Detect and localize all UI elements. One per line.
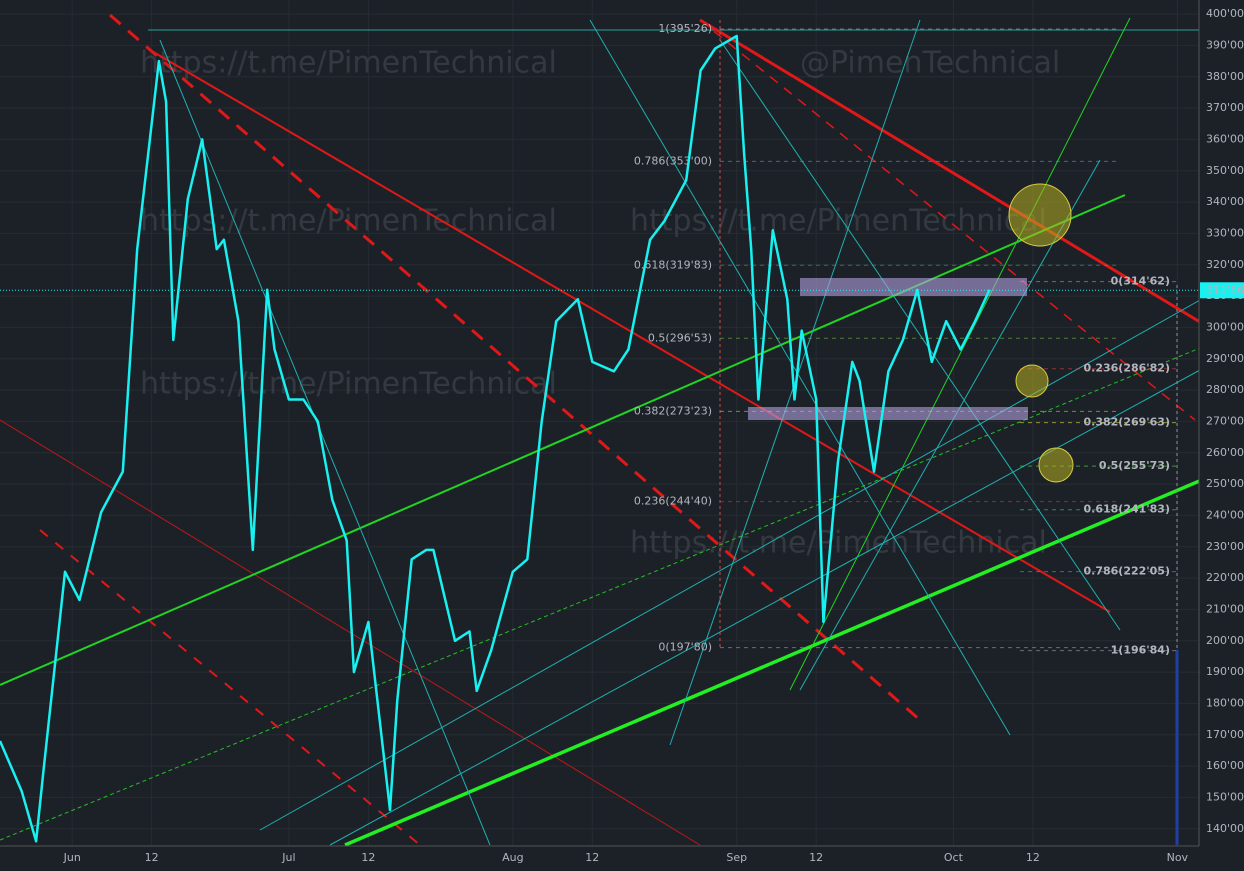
trend-line xyxy=(589,19,1011,736)
y-tick-label: 200'00 xyxy=(1206,634,1244,647)
fib-label: 1(395'26) xyxy=(658,22,712,35)
x-tick-label: Jun xyxy=(63,851,81,864)
y-tick-label: 320'00 xyxy=(1206,258,1244,271)
y-tick-label: 350'00 xyxy=(1206,164,1244,177)
y-tick-label: 390'00 xyxy=(1206,38,1244,51)
fib-label: 0.786(353'00) xyxy=(634,154,712,167)
trend-line xyxy=(0,419,701,846)
fib-label: 0.618(319'83) xyxy=(634,258,712,271)
price-line xyxy=(0,34,991,843)
fib-label: 0(197'80) xyxy=(658,641,712,654)
axes: 140'00 150'00 160'00 170'00 180'00 190'00 200'… xyxy=(63,7,1244,864)
fib-label: 0.618(241'83) xyxy=(1084,503,1171,516)
y-tick-label: 270'00 xyxy=(1206,414,1244,427)
y-tick-label: 140'00 xyxy=(1206,822,1244,835)
price-series xyxy=(0,34,1199,843)
x-tick-label: 12 xyxy=(1026,851,1040,864)
last-price-label: 311'86 xyxy=(1206,283,1244,296)
y-tick-label: 220'00 xyxy=(1206,571,1244,584)
trend-line xyxy=(699,19,1196,421)
highlight-circle xyxy=(1008,183,1072,247)
x-tick-label: Sep xyxy=(726,851,747,864)
trend-line xyxy=(39,529,421,846)
watermark: https://t.me/PimenTechnical xyxy=(140,367,557,402)
trend-line xyxy=(669,19,921,746)
x-tick-label: 12 xyxy=(145,851,159,864)
fib-label: 0.382(269'63) xyxy=(1084,416,1171,429)
fib-label: 0(314'62) xyxy=(1111,275,1170,288)
trend-line xyxy=(149,49,1111,613)
highlight-circle xyxy=(1038,447,1074,483)
y-tick-label: 280'00 xyxy=(1206,383,1244,396)
y-tick-label: 150'00 xyxy=(1206,790,1244,803)
trend-line xyxy=(789,17,1131,691)
time-axis xyxy=(0,846,1244,871)
x-tick-label: 12 xyxy=(361,851,375,864)
trend-line xyxy=(699,18,1201,324)
watermark: https://t.me/PimenTechnical xyxy=(140,46,557,81)
last-price-tag xyxy=(1200,282,1244,299)
x-tick-label: Nov xyxy=(1167,851,1189,864)
trend-line xyxy=(0,329,1244,841)
drawings xyxy=(0,13,1244,847)
watermark: https://t.me/PimenTechnical xyxy=(630,204,1047,239)
y-tick-label: 180'00 xyxy=(1206,696,1244,709)
x-tick-label: Aug xyxy=(502,851,523,864)
x-tick-label: 12 xyxy=(585,851,599,864)
trend-line xyxy=(0,194,1126,686)
zone xyxy=(800,278,1027,296)
fib-label: 0.382(273'23) xyxy=(634,404,712,417)
price-axis xyxy=(1199,0,1244,871)
y-tick-label: 370'00 xyxy=(1206,101,1244,114)
trend-line xyxy=(109,13,921,722)
highlights xyxy=(1008,183,1074,483)
y-tick-label: 190'00 xyxy=(1206,665,1244,678)
y-tick-label: 300'00 xyxy=(1206,320,1244,333)
y-tick-label: 210'00 xyxy=(1206,602,1244,615)
y-tick-label: 160'00 xyxy=(1206,759,1244,772)
watermark: https://t.me/PimenTechnical xyxy=(630,526,1047,561)
zone xyxy=(748,407,1028,420)
trend-line xyxy=(799,159,1101,691)
y-tick-label: 260'00 xyxy=(1206,446,1244,459)
x-tick-label: Jul xyxy=(281,851,295,864)
y-tick-label: 290'00 xyxy=(1206,352,1244,365)
y-tick-label: 230'00 xyxy=(1206,540,1244,553)
y-tick-label: 340'00 xyxy=(1206,195,1244,208)
y-tick-label: 330'00 xyxy=(1206,226,1244,239)
fib-label: 1(196'84) xyxy=(1111,644,1170,657)
x-tick-label: 12 xyxy=(809,851,823,864)
fib-label: 0.5(296'53) xyxy=(648,331,712,344)
trend-line xyxy=(719,39,1121,631)
x-tick-label: Oct xyxy=(944,851,964,864)
y-tick-label: 380'00 xyxy=(1206,70,1244,83)
fib-levels: 1(395'26) 0.786(353'00) 0.618(319'83) 0.5(2… xyxy=(634,22,1180,657)
trend-line xyxy=(159,39,491,846)
fib-label: 0.5(255'73) xyxy=(1099,459,1170,472)
y-tick-label: 400'00 xyxy=(1206,7,1244,20)
fib-label: 0.786(222'05) xyxy=(1084,565,1171,578)
fib-label: 0.236(244'40) xyxy=(634,495,712,508)
watermark: @PimenTechnical xyxy=(800,46,1060,81)
watermarks: https://t.me/PimenTechnical @PimenTechni… xyxy=(140,46,1060,561)
y-tick-label: 250'00 xyxy=(1206,477,1244,490)
y-tick-label: 240'00 xyxy=(1206,508,1244,521)
highlight-circle xyxy=(1015,364,1049,398)
fib-label: 0.236(286'82) xyxy=(1084,362,1171,375)
y-tick-label: 170'00 xyxy=(1206,728,1244,741)
y-tick-label: 360'00 xyxy=(1206,132,1244,145)
trend-line xyxy=(344,460,1244,847)
